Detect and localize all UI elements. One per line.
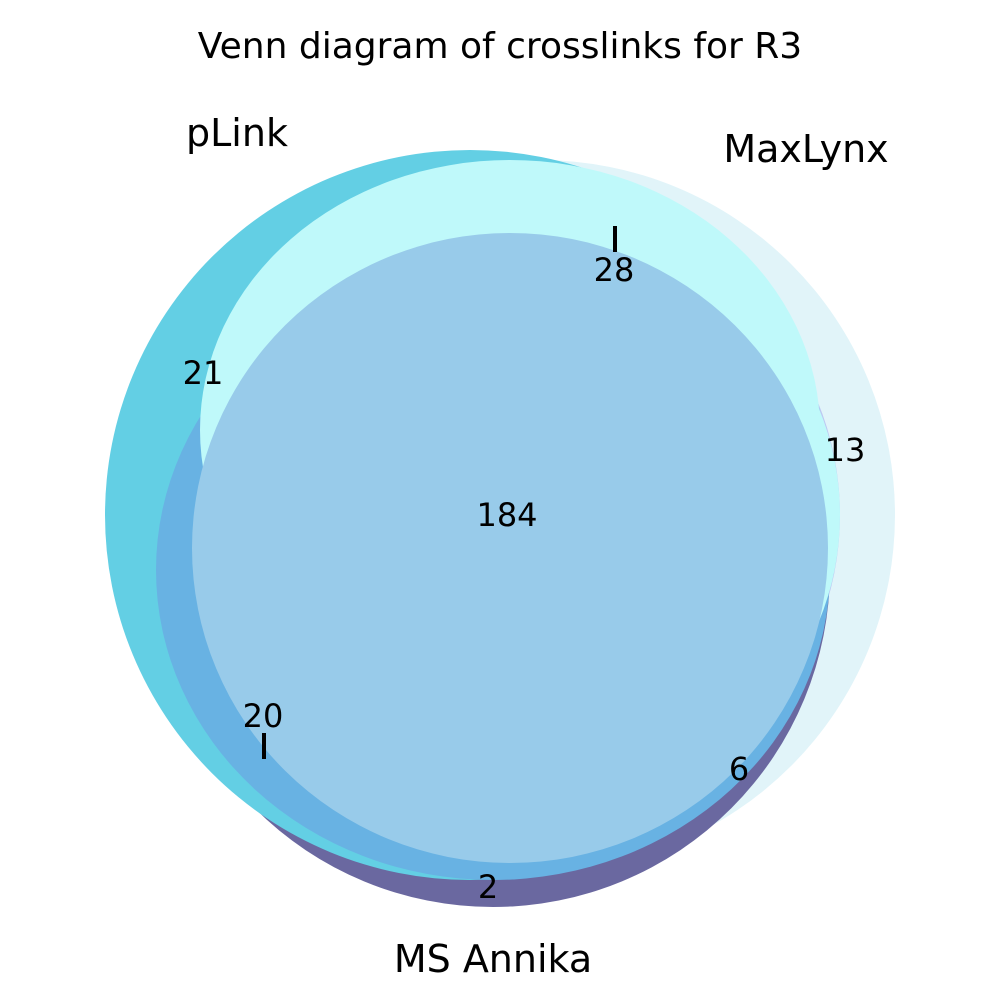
count-maxlynx-msannika: 6	[729, 750, 749, 788]
venn-regions	[105, 150, 895, 907]
set-label-maxlynx: MaxLynx	[723, 127, 888, 171]
all-three-region	[192, 233, 828, 863]
set-label-msannika: MS Annika	[394, 937, 592, 981]
count-msannika-only: 2	[478, 868, 498, 906]
count-plink-maxlynx: 28	[594, 251, 635, 289]
diagram-title: Venn diagram of crosslinks for R3	[198, 26, 802, 67]
count-all-three: 184	[476, 496, 537, 534]
count-maxlynx-only: 13	[825, 431, 866, 469]
count-plink-only: 21	[183, 354, 224, 392]
count-plink-msannika: 20	[243, 697, 284, 735]
set-label-plink: pLink	[186, 111, 288, 155]
